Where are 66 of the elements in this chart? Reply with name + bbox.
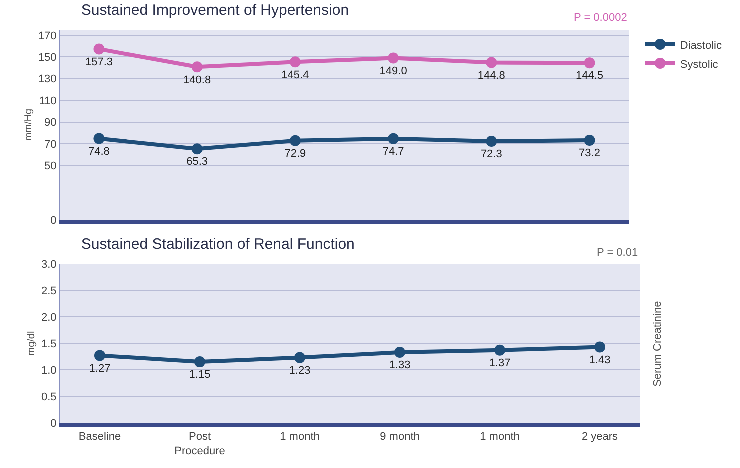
data-label: 73.2 bbox=[579, 148, 600, 160]
data-label: 145.4 bbox=[282, 69, 310, 82]
text: Serum Creatinine bbox=[652, 301, 664, 387]
y-tick-label: 3.0 bbox=[42, 258, 57, 271]
y-tick-label: 2.0 bbox=[42, 312, 57, 324]
legend-label: Diastolic bbox=[680, 40, 722, 52]
x-tick-label: 1 month bbox=[480, 431, 520, 444]
data-label: 149.0 bbox=[380, 65, 408, 78]
data-label: 144.8 bbox=[478, 70, 506, 82]
point bbox=[192, 144, 203, 155]
y-axis-title: mg/dl bbox=[26, 331, 38, 356]
point bbox=[584, 58, 596, 69]
data-label: 157.3 bbox=[85, 56, 114, 68]
point bbox=[394, 347, 406, 358]
data-label: 1.23 bbox=[289, 364, 311, 377]
point bbox=[494, 344, 506, 356]
y-tick-label: 130 bbox=[38, 74, 57, 86]
data-label: 1.37 bbox=[489, 358, 511, 370]
point bbox=[584, 135, 596, 146]
text: P = 0.01 bbox=[597, 247, 638, 259]
data-label: 74.8 bbox=[88, 146, 110, 158]
x-tick-label: Baseline bbox=[78, 431, 122, 444]
y-tick-label: 0 bbox=[50, 418, 57, 430]
point bbox=[294, 352, 306, 364]
data-label: 1.43 bbox=[589, 354, 611, 366]
text: P = 0.0002 bbox=[574, 12, 628, 24]
y-tick-label: 1.5 bbox=[42, 338, 57, 350]
y-axis-title: mm/Hg bbox=[23, 108, 34, 142]
point bbox=[290, 135, 301, 146]
data-label: 72.3 bbox=[480, 148, 502, 161]
data-label: 140.8 bbox=[184, 74, 212, 86]
chart-title: Sustained Improvement of Hypertension bbox=[81, 2, 350, 20]
data-label: 1.15 bbox=[189, 369, 211, 382]
point bbox=[594, 342, 606, 353]
point bbox=[486, 57, 498, 68]
y-tick-label: 170 bbox=[38, 30, 57, 42]
data-label: 72.9 bbox=[284, 148, 306, 160]
point bbox=[94, 133, 105, 144]
point bbox=[388, 133, 400, 144]
y-tick-label: 70 bbox=[44, 138, 57, 151]
point bbox=[388, 52, 400, 64]
y-tick-label: 2.5 bbox=[42, 285, 57, 298]
y-tick-label: 0 bbox=[50, 214, 57, 227]
data-label: 1.27 bbox=[89, 362, 111, 375]
point bbox=[194, 356, 206, 368]
y-tick-label: 0.5 bbox=[42, 391, 57, 404]
y-tick-label: 110 bbox=[39, 95, 57, 108]
y-tick-label: 150 bbox=[38, 52, 57, 64]
point bbox=[192, 62, 203, 73]
data-label: 1.33 bbox=[389, 360, 411, 372]
x-tick-label: Post Procedure bbox=[174, 431, 226, 458]
data-label: 144.5 bbox=[576, 70, 604, 82]
x-tick-label: 1 month bbox=[280, 431, 320, 444]
x-tick-label: 2 years bbox=[582, 431, 619, 444]
point bbox=[94, 350, 106, 362]
y-tick-label: 50 bbox=[44, 160, 57, 173]
point bbox=[486, 136, 498, 147]
legend-label: Systolic bbox=[680, 58, 719, 71]
data-label: 65.3 bbox=[186, 156, 208, 168]
chart-title: Sustained Stabilization of Renal Function bbox=[81, 236, 355, 254]
point bbox=[290, 56, 301, 68]
y-tick-label: 90 bbox=[44, 117, 57, 130]
data-label: 74.7 bbox=[382, 146, 404, 158]
x-tick-label: 9 month bbox=[380, 431, 420, 444]
point bbox=[94, 44, 105, 55]
y-tick-label: 1.0 bbox=[42, 364, 57, 377]
